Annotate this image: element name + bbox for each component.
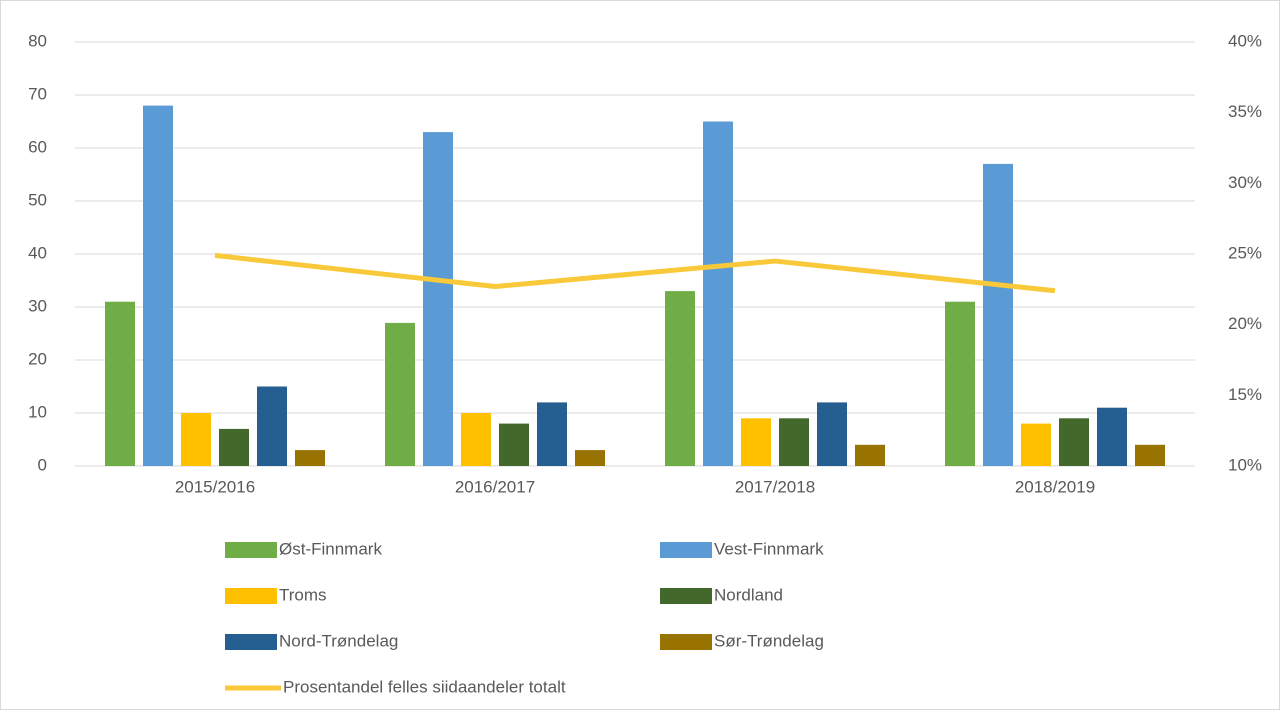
legend-swatch <box>225 542 277 558</box>
line <box>214 252 1056 294</box>
y-tick-label: 0 <box>38 455 47 474</box>
x-tick-label: 2016/2017 <box>455 477 535 496</box>
bar <box>257 386 287 466</box>
bar <box>855 444 885 466</box>
bar <box>741 418 771 466</box>
legend-label: Nordland <box>714 585 783 604</box>
y-tick-label: 70 <box>28 84 47 103</box>
legend-label: Prosentandel felles siidaandeler totalt <box>283 677 566 696</box>
y-tick-label: 40 <box>28 243 47 262</box>
bar <box>665 291 695 466</box>
y2-tick-label: 35% <box>1228 102 1262 121</box>
bar <box>817 402 847 466</box>
bar <box>423 132 453 466</box>
y-tick-label: 60 <box>28 137 47 156</box>
bar <box>385 322 415 466</box>
legend-swatch <box>660 634 712 650</box>
bar <box>219 428 249 466</box>
bar <box>295 450 325 466</box>
x-tick-label: 2018/2019 <box>1015 477 1095 496</box>
bar <box>461 413 491 466</box>
y2-tick-label: 30% <box>1228 173 1262 192</box>
x-tick-label: 2017/2018 <box>735 477 815 496</box>
legend-label: Troms <box>279 585 327 604</box>
bar <box>1059 418 1089 466</box>
legend-swatch <box>225 634 277 650</box>
legend-label: Øst-Finnmark <box>279 539 382 558</box>
legend-swatch <box>660 542 712 558</box>
legend-label: Sør-Trøndelag <box>714 631 824 650</box>
y2-tick-label: 40% <box>1228 31 1262 50</box>
legend-swatch <box>660 588 712 604</box>
legend-label: Nord-Trøndelag <box>279 631 398 650</box>
bar <box>703 121 733 466</box>
legend-swatch <box>225 588 277 604</box>
legend-label: Vest-Finnmark <box>714 539 824 558</box>
y-tick-label: 80 <box>28 31 47 50</box>
bar <box>537 402 567 466</box>
y2-tick-label: 15% <box>1228 385 1262 404</box>
bar <box>105 301 135 466</box>
bar <box>1097 407 1127 466</box>
y2-tick-label: 25% <box>1228 243 1262 262</box>
bar <box>983 163 1013 466</box>
x-tick-label: 2015/2016 <box>175 477 255 496</box>
y-tick-label: 20 <box>28 349 47 368</box>
y-tick-label: 10 <box>28 402 47 421</box>
y-tick-label: 30 <box>28 296 47 315</box>
y2-tick-label: 10% <box>1228 455 1262 474</box>
bar <box>575 450 605 466</box>
y-tick-label: 50 <box>28 190 47 209</box>
bar <box>1135 444 1165 466</box>
bar <box>181 413 211 466</box>
bar <box>143 105 173 466</box>
bar <box>499 423 529 466</box>
bar <box>1021 423 1051 466</box>
y2-tick-label: 20% <box>1228 314 1262 333</box>
bar <box>779 418 809 466</box>
bar <box>945 301 975 466</box>
